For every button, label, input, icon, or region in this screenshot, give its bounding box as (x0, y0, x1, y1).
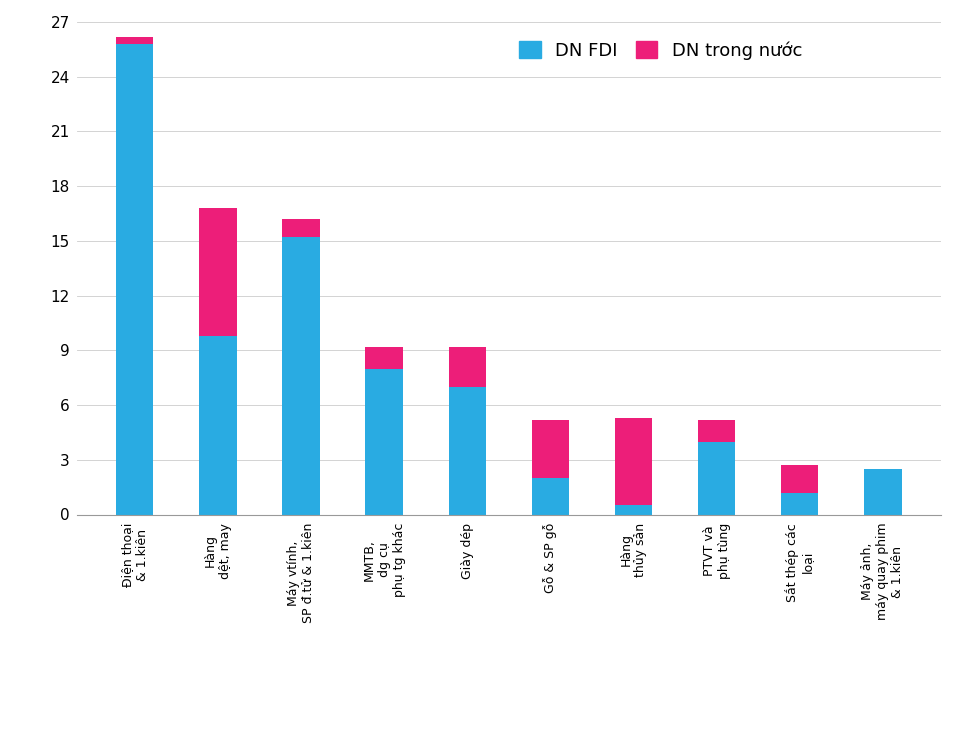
Bar (614, 506, 652, 514)
Bar (282, 237, 320, 514)
Legend: DN FDI, DN trong nước: DN FDI, DN trong nước (519, 41, 803, 60)
Bar (532, 478, 569, 514)
Bar (366, 347, 403, 368)
Bar (448, 347, 486, 387)
Bar (199, 208, 236, 336)
Bar (698, 442, 735, 514)
Bar (614, 417, 652, 506)
Bar (116, 44, 154, 514)
Bar (282, 219, 320, 237)
Bar (199, 336, 236, 514)
Bar (448, 387, 486, 514)
Bar (698, 420, 735, 442)
Bar (116, 37, 154, 44)
Bar (864, 469, 901, 514)
Bar (532, 420, 569, 478)
Bar (781, 492, 819, 514)
Bar (781, 465, 819, 492)
Bar (366, 368, 403, 514)
